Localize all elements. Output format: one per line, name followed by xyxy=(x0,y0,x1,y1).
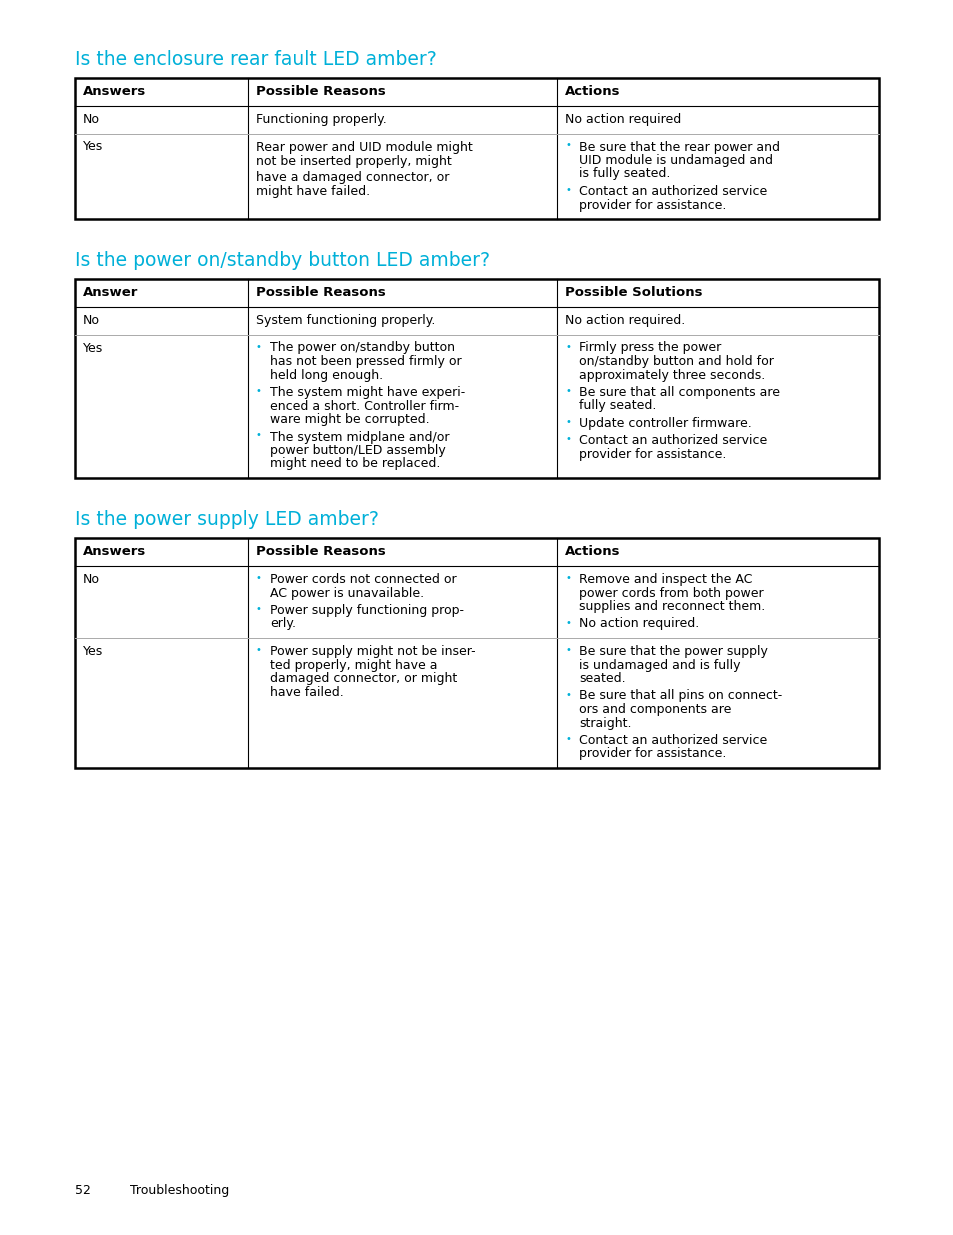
Text: seated.: seated. xyxy=(578,672,625,685)
Text: •: • xyxy=(255,342,261,352)
Text: Update controller firmware.: Update controller firmware. xyxy=(578,417,751,430)
Bar xyxy=(75,78,878,219)
Text: •: • xyxy=(565,645,571,655)
Text: Is the power supply LED amber?: Is the power supply LED amber? xyxy=(75,510,378,529)
Text: •: • xyxy=(255,604,261,614)
Text: approximately three seconds.: approximately three seconds. xyxy=(578,368,765,382)
Text: Power supply might not be inser-: Power supply might not be inser- xyxy=(270,645,475,658)
Text: •: • xyxy=(565,618,571,627)
Text: •: • xyxy=(565,387,571,396)
Text: fully seated.: fully seated. xyxy=(578,399,656,412)
Text: power button/LED assembly: power button/LED assembly xyxy=(270,445,445,457)
Text: •: • xyxy=(255,431,261,441)
Text: The system midplane and/or: The system midplane and/or xyxy=(270,431,449,443)
Bar xyxy=(75,279,878,478)
Text: is fully seated.: is fully seated. xyxy=(578,168,670,180)
Text: is undamaged and is fully: is undamaged and is fully xyxy=(578,658,740,672)
Text: damaged connector, or might: damaged connector, or might xyxy=(270,672,456,685)
Text: Answer: Answer xyxy=(83,287,138,299)
Text: enced a short. Controller firm-: enced a short. Controller firm- xyxy=(270,399,458,412)
Text: •: • xyxy=(565,141,571,151)
Text: Is the enclosure rear fault LED amber?: Is the enclosure rear fault LED amber? xyxy=(75,49,436,69)
Text: •: • xyxy=(565,734,571,743)
Text: Functioning properly.: Functioning properly. xyxy=(255,112,386,126)
Text: erly.: erly. xyxy=(270,618,295,631)
Text: Be sure that the rear power and: Be sure that the rear power and xyxy=(578,141,780,153)
Text: 52: 52 xyxy=(75,1184,91,1197)
Text: No action required: No action required xyxy=(565,112,681,126)
Text: Actions: Actions xyxy=(565,545,620,558)
Text: Yes: Yes xyxy=(83,342,103,354)
Text: provider for assistance.: provider for assistance. xyxy=(578,448,726,461)
Text: •: • xyxy=(255,645,261,655)
Text: Troubleshooting: Troubleshooting xyxy=(130,1184,229,1197)
Text: held long enough.: held long enough. xyxy=(270,368,382,382)
Text: No action required.: No action required. xyxy=(578,618,699,631)
Text: •: • xyxy=(565,573,571,583)
Text: Be sure that all components are: Be sure that all components are xyxy=(578,387,780,399)
Text: Answers: Answers xyxy=(83,545,146,558)
Text: System functioning properly.: System functioning properly. xyxy=(255,314,435,327)
Text: on/standby button and hold for: on/standby button and hold for xyxy=(578,354,774,368)
Text: Contact an authorized service: Contact an authorized service xyxy=(578,185,767,198)
Text: provider for assistance.: provider for assistance. xyxy=(578,199,726,211)
Text: Rear power and UID module might
not be inserted properly, might
have a damaged c: Rear power and UID module might not be i… xyxy=(255,141,472,199)
Text: provider for assistance.: provider for assistance. xyxy=(578,747,726,761)
Text: •: • xyxy=(565,689,571,699)
Text: UID module is undamaged and: UID module is undamaged and xyxy=(578,154,773,167)
Text: No action required.: No action required. xyxy=(565,314,685,327)
Text: might need to be replaced.: might need to be replaced. xyxy=(270,457,439,471)
Text: Contact an authorized service: Contact an authorized service xyxy=(578,435,767,447)
Text: have failed.: have failed. xyxy=(270,685,343,699)
Bar xyxy=(75,538,878,768)
Text: has not been pressed firmly or: has not been pressed firmly or xyxy=(270,354,461,368)
Text: •: • xyxy=(255,387,261,396)
Text: ted properly, might have a: ted properly, might have a xyxy=(270,658,436,672)
Text: •: • xyxy=(565,185,571,195)
Text: Power supply functioning prop-: Power supply functioning prop- xyxy=(270,604,463,618)
Text: straight.: straight. xyxy=(578,716,631,730)
Text: •: • xyxy=(565,435,571,445)
Text: Is the power on/standby button LED amber?: Is the power on/standby button LED amber… xyxy=(75,251,490,270)
Text: ors and components are: ors and components are xyxy=(578,703,731,716)
Text: Power cords not connected or: Power cords not connected or xyxy=(270,573,456,585)
Text: Contact an authorized service: Contact an authorized service xyxy=(578,734,767,747)
Text: No: No xyxy=(83,573,100,585)
Text: Firmly press the power: Firmly press the power xyxy=(578,342,720,354)
Text: Remove and inspect the AC: Remove and inspect the AC xyxy=(578,573,752,585)
Text: •: • xyxy=(255,573,261,583)
Text: Answers: Answers xyxy=(83,85,146,98)
Text: supplies and reconnect them.: supplies and reconnect them. xyxy=(578,600,765,613)
Text: Actions: Actions xyxy=(565,85,620,98)
Text: Yes: Yes xyxy=(83,645,103,658)
Text: Possible Reasons: Possible Reasons xyxy=(255,545,385,558)
Text: Be sure that all pins on connect-: Be sure that all pins on connect- xyxy=(578,689,781,703)
Text: power cords from both power: power cords from both power xyxy=(578,587,763,599)
Text: ware might be corrupted.: ware might be corrupted. xyxy=(270,412,429,426)
Text: No: No xyxy=(83,314,100,327)
Text: Possible Reasons: Possible Reasons xyxy=(255,85,385,98)
Text: The power on/standby button: The power on/standby button xyxy=(270,342,455,354)
Text: AC power is unavailable.: AC power is unavailable. xyxy=(270,587,423,599)
Text: •: • xyxy=(565,417,571,427)
Text: •: • xyxy=(565,342,571,352)
Text: Possible Reasons: Possible Reasons xyxy=(255,287,385,299)
Text: The system might have experi-: The system might have experi- xyxy=(270,387,465,399)
Text: Yes: Yes xyxy=(83,141,103,153)
Text: Possible Solutions: Possible Solutions xyxy=(565,287,702,299)
Text: No: No xyxy=(83,112,100,126)
Text: Be sure that the power supply: Be sure that the power supply xyxy=(578,645,767,658)
